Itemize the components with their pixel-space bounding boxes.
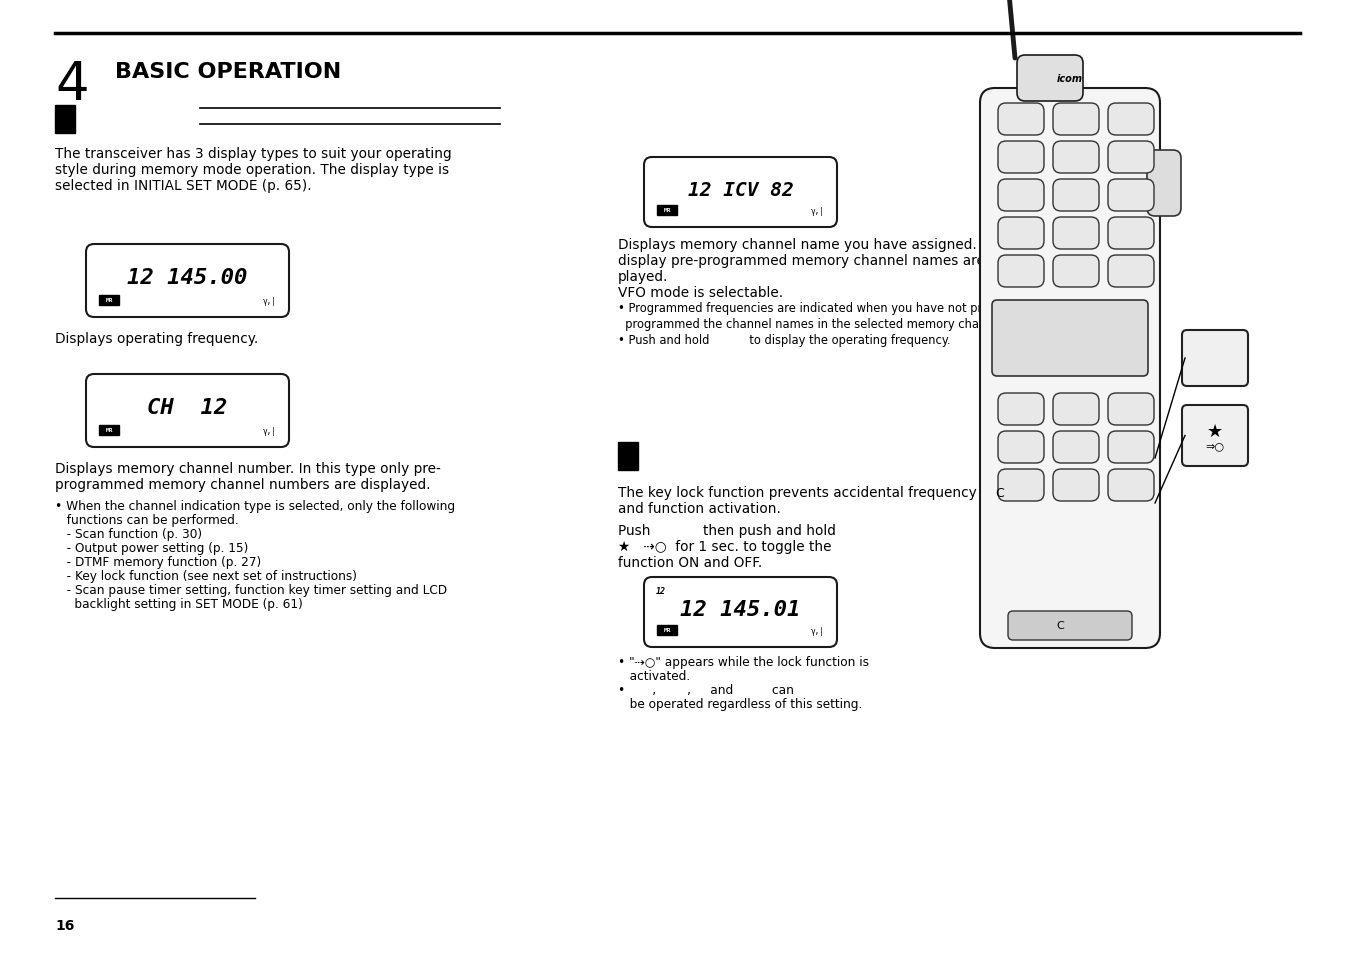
FancyBboxPatch shape: [1146, 151, 1182, 216]
FancyBboxPatch shape: [1109, 470, 1155, 501]
FancyBboxPatch shape: [1017, 56, 1083, 102]
FancyBboxPatch shape: [1109, 142, 1155, 173]
Text: 12: 12: [656, 586, 667, 596]
Text: 12 145.01: 12 145.01: [680, 599, 800, 619]
FancyBboxPatch shape: [980, 89, 1160, 648]
Text: ★   ⇢○  for 1 sec. to toggle the: ★ ⇢○ for 1 sec. to toggle the: [618, 539, 831, 554]
Bar: [99, 426, 119, 436]
Text: 12 145.00: 12 145.00: [127, 268, 247, 288]
FancyBboxPatch shape: [998, 255, 1044, 288]
Bar: [618, 442, 638, 471]
FancyBboxPatch shape: [87, 245, 289, 317]
Text: MR: MR: [664, 209, 671, 213]
Bar: [657, 206, 677, 215]
Bar: [99, 295, 119, 306]
FancyBboxPatch shape: [1009, 612, 1132, 640]
Text: be operated regardless of this setting.: be operated regardless of this setting.: [618, 698, 863, 710]
Text: ⇒○: ⇒○: [1206, 441, 1225, 451]
Text: • When the channel indication type is selected, only the following: • When the channel indication type is se…: [55, 499, 456, 513]
Text: - DTMF memory function (p. 27): - DTMF memory function (p. 27): [55, 556, 261, 568]
FancyBboxPatch shape: [1053, 470, 1099, 501]
FancyBboxPatch shape: [1109, 394, 1155, 426]
Text: style during memory mode operation. The display type is: style during memory mode operation. The …: [55, 163, 449, 177]
Text: C: C: [995, 487, 1005, 500]
FancyBboxPatch shape: [998, 470, 1044, 501]
Text: Push            then push and hold: Push then push and hold: [618, 523, 836, 537]
Text: The key lock function prevents accidental frequency changes: The key lock function prevents accidenta…: [618, 485, 1038, 499]
Text: ★: ★: [1207, 422, 1224, 440]
Text: 16: 16: [55, 918, 74, 932]
FancyBboxPatch shape: [1053, 142, 1099, 173]
Text: •       ,        ,     and          can: • , , and can: [618, 683, 794, 697]
FancyBboxPatch shape: [998, 394, 1044, 426]
Text: Displays memory channel number. In this type only pre-: Displays memory channel number. In this …: [55, 461, 441, 476]
FancyBboxPatch shape: [1053, 394, 1099, 426]
Text: C: C: [1056, 620, 1064, 630]
Text: VFO mode is selectable.: VFO mode is selectable.: [618, 286, 783, 299]
FancyBboxPatch shape: [992, 301, 1148, 376]
Text: • Push and hold           to display the operating frequency.: • Push and hold to display the operating…: [618, 334, 950, 347]
Text: BASIC OPERATION: BASIC OPERATION: [115, 62, 341, 82]
Text: selected in INITIAL SET MODE (p. 65).: selected in INITIAL SET MODE (p. 65).: [55, 179, 311, 193]
Text: icom: icom: [1057, 74, 1083, 84]
Text: display pre-programmed memory channel names are dis-: display pre-programmed memory channel na…: [618, 253, 1014, 268]
Text: MR: MR: [664, 628, 671, 633]
FancyBboxPatch shape: [1109, 432, 1155, 463]
Text: function ON and OFF.: function ON and OFF.: [618, 556, 763, 569]
FancyBboxPatch shape: [644, 578, 837, 647]
Text: 4: 4: [55, 59, 89, 111]
Text: The transceiver has 3 display types to suit your operating: The transceiver has 3 display types to s…: [55, 147, 452, 161]
FancyBboxPatch shape: [1053, 432, 1099, 463]
Text: • "⇢○" appears while the lock function is: • "⇢○" appears while the lock function i…: [618, 656, 869, 668]
FancyBboxPatch shape: [998, 432, 1044, 463]
Text: MR: MR: [105, 298, 112, 303]
Text: γ,|: γ,|: [811, 208, 825, 216]
FancyBboxPatch shape: [1053, 104, 1099, 136]
Text: γ,|: γ,|: [264, 297, 277, 306]
FancyBboxPatch shape: [644, 158, 837, 228]
FancyBboxPatch shape: [998, 142, 1044, 173]
Text: functions can be performed.: functions can be performed.: [55, 514, 238, 526]
Text: backlight setting in SET MODE (p. 61): backlight setting in SET MODE (p. 61): [55, 598, 303, 610]
Text: Displays memory channel name you have assigned. In this: Displays memory channel name you have as…: [618, 237, 1023, 252]
FancyBboxPatch shape: [1182, 331, 1248, 387]
FancyBboxPatch shape: [1053, 218, 1099, 250]
FancyBboxPatch shape: [998, 218, 1044, 250]
FancyBboxPatch shape: [998, 180, 1044, 212]
FancyBboxPatch shape: [1053, 180, 1099, 212]
Text: - Key lock function (see next set of instructions): - Key lock function (see next set of ins…: [55, 569, 357, 582]
FancyBboxPatch shape: [87, 375, 289, 448]
FancyBboxPatch shape: [1109, 218, 1155, 250]
Text: - Scan pause timer setting, function key timer setting and LCD: - Scan pause timer setting, function key…: [55, 583, 448, 597]
Bar: [55, 106, 74, 133]
Text: played.: played.: [618, 270, 668, 284]
Text: - Scan function (p. 30): - Scan function (p. 30): [55, 527, 203, 540]
Text: MR: MR: [105, 428, 112, 433]
Text: γ,|: γ,|: [264, 427, 277, 436]
FancyBboxPatch shape: [1109, 180, 1155, 212]
FancyBboxPatch shape: [1182, 406, 1248, 467]
Text: and function activation.: and function activation.: [618, 501, 781, 516]
Text: programmed the channel names in the selected memory channel.: programmed the channel names in the sele…: [618, 317, 1007, 331]
Text: programmed memory channel numbers are displayed.: programmed memory channel numbers are di…: [55, 477, 430, 492]
Text: • Programmed frequencies are indicated when you have not pre-: • Programmed frequencies are indicated w…: [618, 302, 994, 314]
Text: CH  12: CH 12: [147, 398, 227, 418]
Text: - Output power setting (p. 15): - Output power setting (p. 15): [55, 541, 249, 555]
FancyBboxPatch shape: [1109, 255, 1155, 288]
Text: 12 ICV 82: 12 ICV 82: [688, 180, 794, 199]
FancyBboxPatch shape: [1109, 104, 1155, 136]
Text: activated.: activated.: [618, 669, 690, 682]
Text: γ,|: γ,|: [811, 627, 825, 636]
Text: Displays operating frequency.: Displays operating frequency.: [55, 332, 258, 346]
FancyBboxPatch shape: [1053, 255, 1099, 288]
FancyBboxPatch shape: [998, 104, 1044, 136]
Bar: [657, 625, 677, 636]
